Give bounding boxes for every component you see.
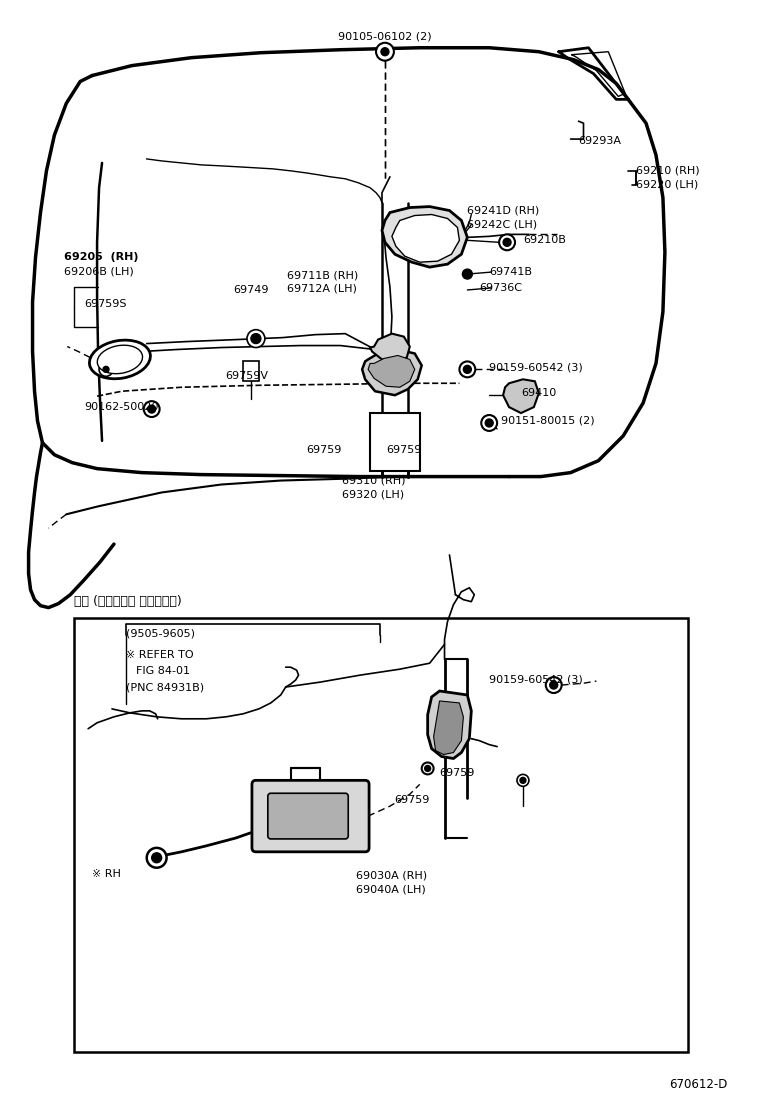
Text: 670612-D: 670612-D — [669, 1078, 727, 1091]
Text: 69205  (RH): 69205 (RH) — [65, 252, 139, 262]
Text: (9505-9605): (9505-9605) — [126, 628, 195, 638]
Polygon shape — [434, 701, 464, 755]
Text: 69759S: 69759S — [84, 299, 127, 309]
Circle shape — [546, 677, 562, 693]
Text: 69711B (RH): 69711B (RH) — [287, 270, 358, 280]
Circle shape — [485, 419, 493, 427]
Polygon shape — [382, 207, 467, 267]
Text: 69030A (RH): 69030A (RH) — [356, 871, 427, 881]
Text: 69210 (RH): 69210 (RH) — [636, 166, 700, 176]
Text: 69206B (LH): 69206B (LH) — [65, 266, 134, 276]
Circle shape — [147, 847, 166, 867]
Polygon shape — [370, 334, 410, 361]
Text: 69242C (LH): 69242C (LH) — [467, 219, 537, 229]
Text: 69759V: 69759V — [225, 371, 268, 381]
Text: ※ REFER TO: ※ REFER TO — [126, 651, 194, 661]
Text: 69736C: 69736C — [480, 282, 522, 292]
Circle shape — [247, 329, 264, 348]
FancyBboxPatch shape — [252, 781, 369, 852]
Text: 69410: 69410 — [521, 388, 556, 398]
Text: 69241D (RH): 69241D (RH) — [467, 206, 540, 216]
Polygon shape — [362, 349, 422, 395]
Ellipse shape — [97, 345, 143, 374]
Circle shape — [503, 238, 511, 246]
Circle shape — [481, 415, 497, 431]
Text: 69040A (LH): 69040A (LH) — [356, 884, 426, 894]
Circle shape — [459, 361, 475, 377]
Circle shape — [520, 777, 526, 783]
Bar — [74, 617, 688, 1052]
Bar — [243, 361, 259, 381]
Circle shape — [462, 269, 472, 279]
Circle shape — [464, 366, 471, 374]
Text: 90162-50020: 90162-50020 — [84, 403, 159, 413]
Text: 90159-60542 (3): 90159-60542 (3) — [489, 363, 583, 373]
Text: 69741B: 69741B — [489, 267, 532, 277]
Circle shape — [549, 681, 558, 689]
Text: 69759: 69759 — [386, 445, 421, 455]
Circle shape — [251, 334, 261, 344]
Text: FIG 84-01: FIG 84-01 — [136, 666, 190, 676]
Circle shape — [376, 42, 394, 61]
Text: 90105-06102 (2): 90105-06102 (2) — [338, 32, 432, 42]
Polygon shape — [428, 691, 471, 758]
Text: 69749: 69749 — [233, 285, 268, 295]
Circle shape — [425, 765, 431, 772]
Circle shape — [381, 48, 389, 56]
Circle shape — [152, 853, 162, 863]
Text: 69712A (LH): 69712A (LH) — [287, 284, 356, 294]
Text: ※ RH: ※ RH — [92, 868, 121, 878]
Text: アリ (デンキシキ ドアロック): アリ (デンキシキ ドアロック) — [74, 595, 182, 607]
Circle shape — [517, 774, 529, 786]
Bar — [370, 413, 420, 470]
Text: 69210B: 69210B — [523, 236, 566, 246]
Polygon shape — [368, 356, 415, 387]
Ellipse shape — [90, 340, 150, 379]
Circle shape — [499, 235, 515, 250]
Text: 69310 (RH): 69310 (RH) — [342, 476, 406, 486]
Text: (PNC 84931B): (PNC 84931B) — [126, 682, 204, 692]
Text: 69759: 69759 — [306, 445, 342, 455]
Circle shape — [147, 405, 156, 413]
Text: 69759: 69759 — [394, 795, 429, 805]
Text: 69293A: 69293A — [578, 136, 622, 146]
Text: 90159-60542 (3): 90159-60542 (3) — [489, 674, 583, 684]
Text: 69220 (LH): 69220 (LH) — [636, 180, 698, 190]
Polygon shape — [503, 379, 539, 413]
Circle shape — [99, 363, 113, 376]
Circle shape — [144, 401, 160, 417]
Text: 69759: 69759 — [439, 768, 475, 778]
Text: 90151-80015 (2): 90151-80015 (2) — [501, 416, 595, 426]
Polygon shape — [392, 215, 459, 262]
Text: 69320 (LH): 69320 (LH) — [342, 489, 404, 499]
Circle shape — [422, 763, 434, 774]
FancyBboxPatch shape — [268, 793, 348, 838]
Circle shape — [103, 366, 109, 373]
